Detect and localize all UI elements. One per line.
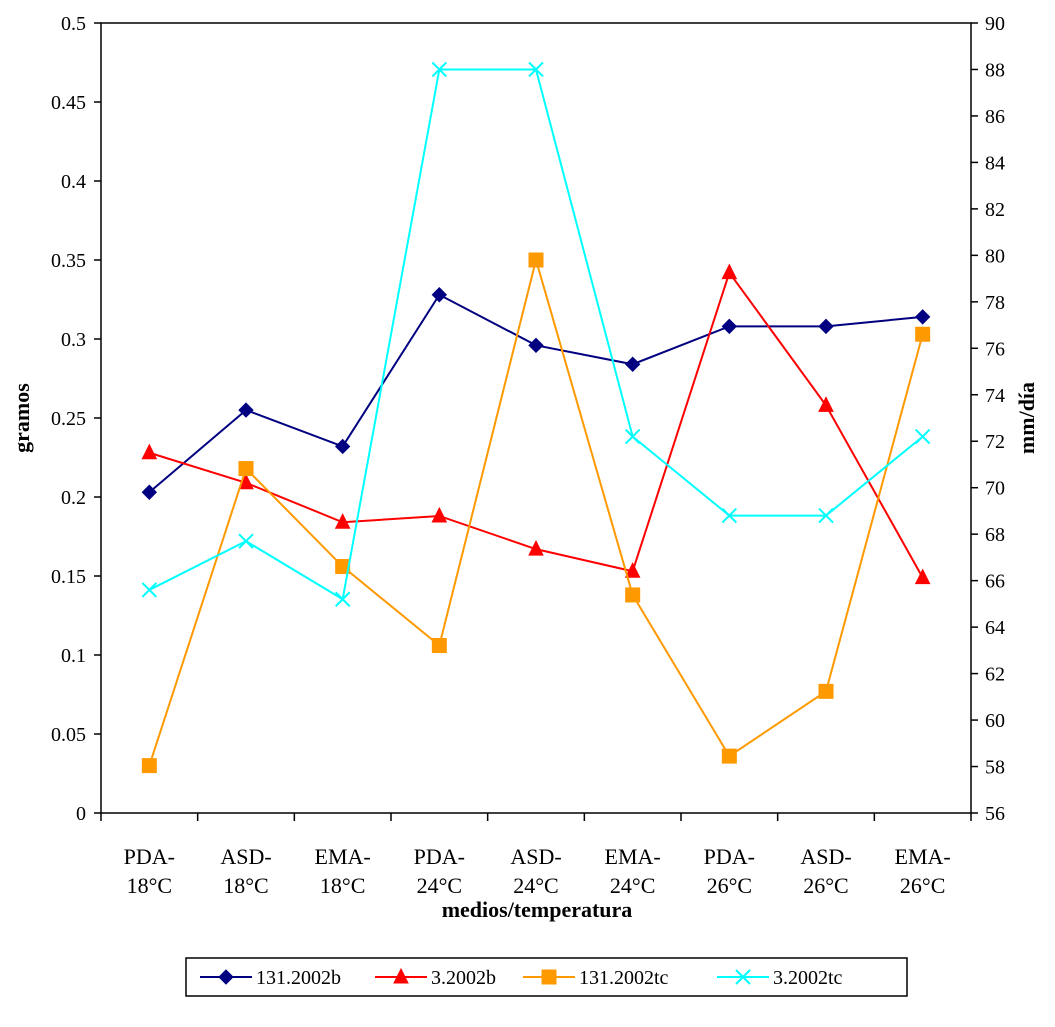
data-point xyxy=(626,357,640,371)
y-tick-label: 0.15 xyxy=(51,566,86,588)
y2-tick-label: 80 xyxy=(985,245,1005,267)
data-point xyxy=(722,265,736,279)
data-point xyxy=(626,588,640,602)
x-tick-label: 18°C xyxy=(223,873,268,898)
y2-tick-label: 78 xyxy=(985,292,1005,314)
y-tick-label: 0 xyxy=(76,803,86,825)
legend-label: 3.2002b xyxy=(431,967,496,989)
data-point xyxy=(142,583,156,597)
y2-tick-label: 74 xyxy=(985,385,1005,407)
x-tick-label: 26°C xyxy=(803,873,848,898)
y-tick-label: 0.3 xyxy=(61,329,86,351)
x-tick-label: EMA- xyxy=(605,844,661,869)
y-tick-label: 0.05 xyxy=(51,724,86,746)
data-point xyxy=(432,639,446,653)
y-tick-label: 0.4 xyxy=(61,171,86,193)
plot-area xyxy=(101,23,971,813)
legend-label: 3.2002tc xyxy=(773,967,843,989)
series-line xyxy=(149,69,922,599)
x-tick-label: 26°C xyxy=(707,873,752,898)
y2-tick-label: 56 xyxy=(985,803,1005,825)
series-line xyxy=(149,260,922,766)
legend-label: 131.2002b xyxy=(256,967,341,989)
data-point xyxy=(239,534,253,548)
data-point xyxy=(336,439,350,453)
x-axis-title: medios/temperatura xyxy=(442,897,633,922)
y2-tick-label: 66 xyxy=(985,571,1005,593)
y2-tick-label: 88 xyxy=(985,59,1005,81)
y2-tick-label: 72 xyxy=(985,431,1005,453)
y2-tick-label: 90 xyxy=(985,13,1005,35)
x-tick-label: EMA- xyxy=(895,844,951,869)
x-tick-label: 24°C xyxy=(513,873,558,898)
series-3.2002b xyxy=(142,265,929,584)
x-tick-label: ASD- xyxy=(220,844,271,869)
x-tick-label: PDA- xyxy=(704,844,755,869)
series-line xyxy=(149,295,922,493)
data-point xyxy=(819,684,833,698)
x-tick-label: 24°C xyxy=(610,873,655,898)
legend-label: 131.2002tc xyxy=(579,967,669,989)
data-point xyxy=(432,508,446,522)
data-point xyxy=(529,338,543,352)
series-3.2002tc xyxy=(142,62,929,606)
y2-tick-label: 58 xyxy=(985,757,1005,779)
data-point xyxy=(916,327,930,341)
data-point xyxy=(529,253,543,267)
y2-tick-label: 64 xyxy=(985,617,1005,639)
x-tick-label: PDA- xyxy=(124,844,175,869)
y2-tick-label: 70 xyxy=(985,478,1005,500)
y-axis-title: gramos xyxy=(9,383,34,453)
y-tick-label: 0.45 xyxy=(51,92,86,114)
x-tick-label: EMA- xyxy=(315,844,371,869)
y2-tick-label: 84 xyxy=(985,152,1005,174)
series-line xyxy=(149,273,922,578)
data-point xyxy=(626,430,640,444)
y-tick-label: 0.5 xyxy=(61,13,86,35)
y2-axis-title: mm/día xyxy=(1014,382,1039,454)
data-point xyxy=(722,319,736,333)
y2-tick-label: 62 xyxy=(985,664,1005,686)
y2-tick-label: 86 xyxy=(985,106,1005,128)
data-point xyxy=(722,749,736,763)
y2-tick-label: 76 xyxy=(985,338,1005,360)
y-tick-label: 0.2 xyxy=(61,487,86,509)
y2-tick-label: 82 xyxy=(985,199,1005,221)
data-point xyxy=(819,319,833,333)
series-131.2002tc xyxy=(142,253,929,773)
y-tick-label: 0.25 xyxy=(51,408,86,430)
y-tick-label: 0.1 xyxy=(61,645,86,667)
y2-tick-label: 60 xyxy=(985,710,1005,732)
data-point xyxy=(916,310,930,324)
series-131.2002b xyxy=(142,288,929,500)
data-point xyxy=(916,430,930,444)
data-point xyxy=(142,759,156,773)
x-tick-label: ASD- xyxy=(510,844,561,869)
x-tick-label: 18°C xyxy=(320,873,365,898)
data-point xyxy=(916,570,930,584)
data-point xyxy=(432,288,446,302)
y2-tick-label: 68 xyxy=(985,524,1005,546)
x-tick-label: 24°C xyxy=(417,873,462,898)
x-tick-label: 26°C xyxy=(900,873,945,898)
x-tick-label: PDA- xyxy=(414,844,465,869)
x-tick-label: ASD- xyxy=(800,844,851,869)
y-tick-label: 0.35 xyxy=(51,250,86,272)
data-point xyxy=(239,462,253,476)
legend-marker xyxy=(542,970,556,984)
data-point xyxy=(142,445,156,459)
x-tick-label: 18°C xyxy=(127,873,172,898)
legend: 131.2002b 3.2002b 131.2002tc 3.2002tc xyxy=(186,958,907,996)
